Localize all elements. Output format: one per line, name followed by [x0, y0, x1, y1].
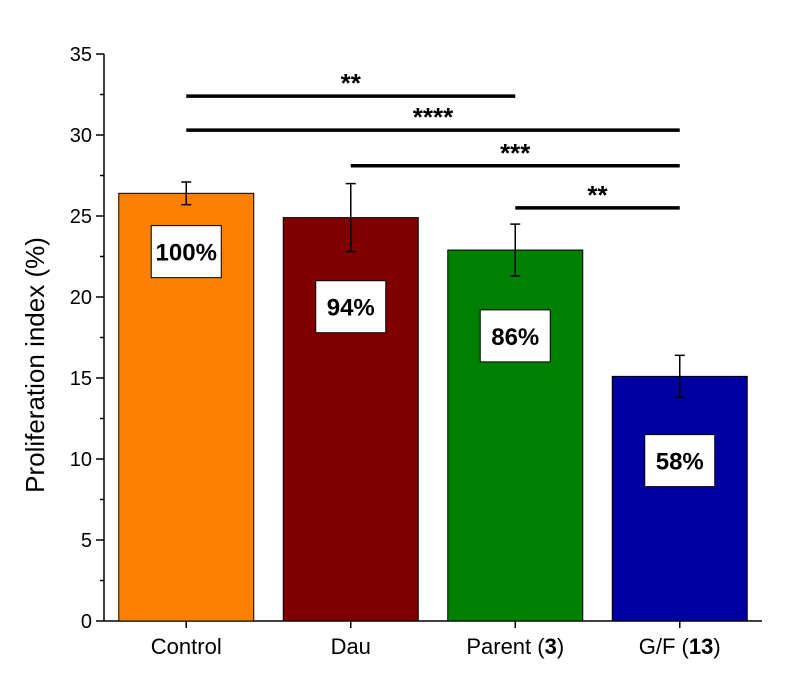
y-tick-label: 25: [70, 206, 92, 228]
percent-label: 100%: [156, 240, 217, 267]
percent-label: 94%: [327, 295, 375, 322]
category-compound-number: 3: [545, 634, 557, 659]
percent-label-box: [150, 225, 222, 279]
significance-stars: ***: [500, 138, 531, 168]
x-tick-label: Parent (3): [466, 634, 564, 659]
percent-label: 86%: [491, 324, 539, 351]
percent-label-box: [644, 434, 716, 488]
category-compound-number: 13: [689, 634, 713, 659]
y-tick-label: 15: [70, 368, 92, 390]
bar-2: [447, 249, 584, 622]
x-axis: Control Dau Parent (3) G/F (13): [104, 620, 762, 659]
percent-label-box: [479, 309, 551, 363]
bar-1: [282, 217, 419, 622]
category-name: Dau: [331, 634, 371, 659]
category-name: Control: [151, 634, 222, 659]
x-tick-label: Control: [151, 634, 222, 659]
y-tick-label: 10: [70, 449, 92, 471]
bar-3: [611, 375, 748, 622]
category-suffix: ): [557, 634, 564, 659]
y-tick-label: 35: [70, 44, 92, 66]
significance-brackets: ***********: [186, 68, 680, 210]
y-tick-label: 0: [81, 611, 92, 633]
percent-labels: 100% 94% 86% 58%: [150, 225, 716, 488]
significance-stars: **: [341, 68, 362, 98]
y-tick-label: 5: [81, 530, 92, 552]
significance-stars: **: [587, 180, 608, 210]
category-suffix: ): [713, 634, 720, 659]
x-tick-label: G/F (13): [639, 634, 721, 659]
bar-0: [118, 192, 255, 622]
percent-label-box: [315, 280, 387, 334]
category-name: Parent (: [466, 634, 545, 659]
y-tick-label: 30: [70, 125, 92, 147]
y-tick-label: 20: [70, 287, 92, 309]
error-bars: [181, 181, 685, 399]
y-axis-title: Proliferation index (%): [20, 237, 50, 493]
category-name: G/F (: [639, 634, 690, 659]
x-tick-label: Dau: [331, 634, 371, 659]
percent-label: 58%: [656, 449, 704, 476]
significance-stars: ****: [413, 102, 454, 132]
y-axis: 0 5 10 15 20 25 30 35: [70, 44, 105, 633]
